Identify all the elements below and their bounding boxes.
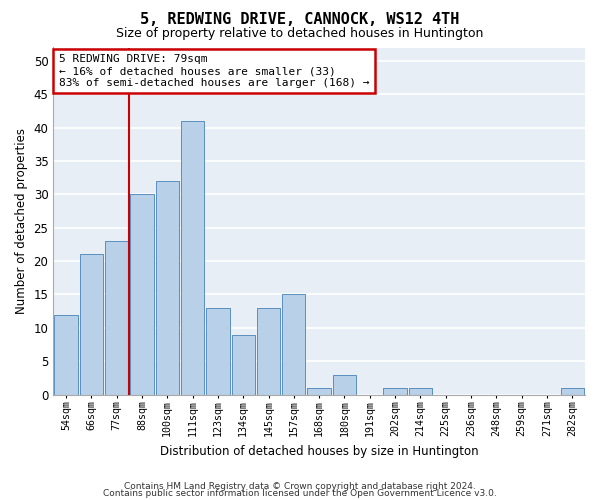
Bar <box>80 254 103 394</box>
Bar <box>333 374 356 394</box>
Y-axis label: Number of detached properties: Number of detached properties <box>15 128 28 314</box>
Bar <box>130 194 154 394</box>
Text: 5, REDWING DRIVE, CANNOCK, WS12 4TH: 5, REDWING DRIVE, CANNOCK, WS12 4TH <box>140 12 460 28</box>
Bar <box>206 308 230 394</box>
Bar <box>409 388 432 394</box>
Bar <box>55 314 77 394</box>
X-axis label: Distribution of detached houses by size in Huntington: Distribution of detached houses by size … <box>160 444 478 458</box>
Bar <box>181 121 204 394</box>
Text: Contains HM Land Registry data © Crown copyright and database right 2024.: Contains HM Land Registry data © Crown c… <box>124 482 476 491</box>
Bar <box>155 181 179 394</box>
Text: 5 REDWING DRIVE: 79sqm
← 16% of detached houses are smaller (33)
83% of semi-det: 5 REDWING DRIVE: 79sqm ← 16% of detached… <box>59 54 369 88</box>
Bar <box>105 241 128 394</box>
Bar <box>560 388 584 394</box>
Text: Contains public sector information licensed under the Open Government Licence v3: Contains public sector information licen… <box>103 489 497 498</box>
Bar <box>383 388 407 394</box>
Text: Size of property relative to detached houses in Huntington: Size of property relative to detached ho… <box>116 28 484 40</box>
Bar <box>257 308 280 394</box>
Bar <box>282 294 305 394</box>
Bar <box>307 388 331 394</box>
Bar <box>232 334 255 394</box>
